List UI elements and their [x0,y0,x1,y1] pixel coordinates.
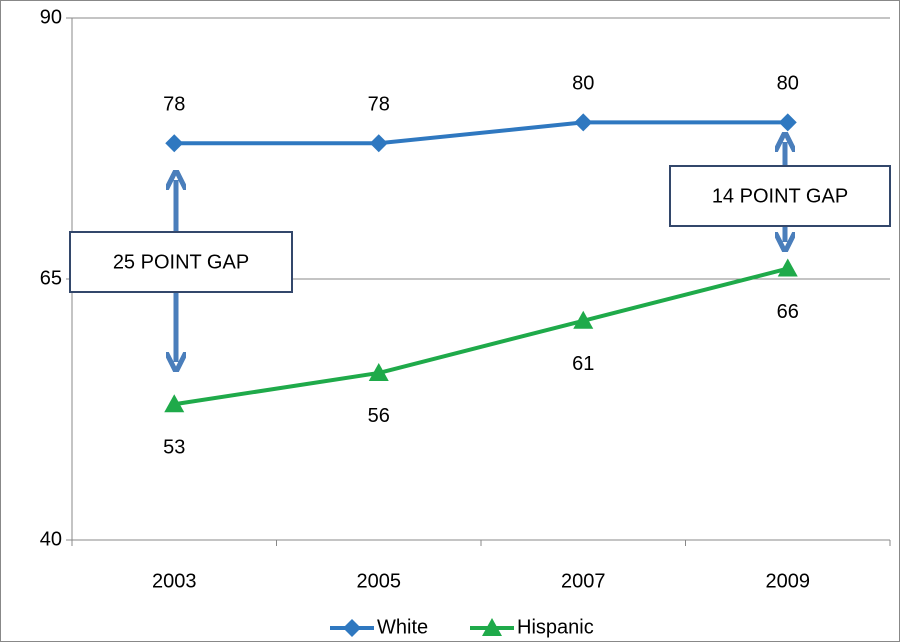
point [369,134,388,153]
data-label: 80 [777,73,799,95]
x-tick-label: 2003 [152,570,197,592]
data-label: 78 [368,94,390,116]
data-label: 56 [368,405,390,427]
x-tick-label: 2007 [561,570,606,592]
legend-marker [343,619,361,637]
data-label: 66 [777,301,799,323]
annotation: 14 POINT GAP [712,185,848,207]
y-tick-label: 90 [40,6,62,28]
data-label: 80 [572,73,594,95]
legend-label: Hispanic [517,616,594,638]
point [778,113,797,132]
data-label: 61 [572,353,594,375]
x-tick-label: 2009 [766,570,811,592]
annotation-box [669,165,891,227]
series-line [174,120,788,146]
point [573,310,594,329]
point [164,394,185,413]
annotation-box [69,231,293,293]
x-tick-label: 2005 [357,570,402,592]
point [574,113,593,132]
point [368,362,389,381]
legend-label: White [377,616,428,638]
legend-marker [482,618,502,636]
series-line [173,266,789,407]
point [777,258,798,277]
y-tick-label: 65 [40,267,62,289]
data-label: 53 [163,437,185,459]
y-tick-label: 40 [40,528,62,550]
data-label: 78 [163,94,185,116]
annotation: 25 POINT GAP [113,251,249,273]
point [165,134,184,153]
